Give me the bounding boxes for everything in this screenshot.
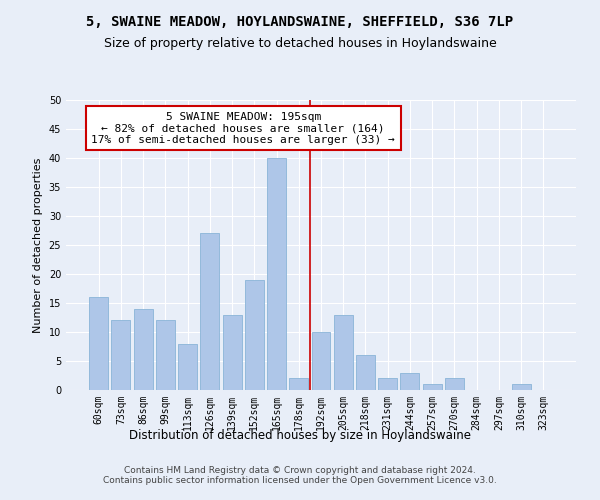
Bar — [223, 314, 242, 390]
Text: Distribution of detached houses by size in Hoylandswaine: Distribution of detached houses by size … — [129, 428, 471, 442]
Bar — [512, 384, 530, 390]
Bar — [178, 344, 197, 390]
Text: 5, SWAINE MEADOW, HOYLANDSWAINE, SHEFFIELD, S36 7LP: 5, SWAINE MEADOW, HOYLANDSWAINE, SHEFFIE… — [86, 15, 514, 29]
Bar — [200, 234, 219, 390]
Bar — [112, 320, 130, 390]
Bar — [245, 280, 264, 390]
Y-axis label: Number of detached properties: Number of detached properties — [33, 158, 43, 332]
Bar — [356, 355, 375, 390]
Text: 5 SWAINE MEADOW: 195sqm
← 82% of detached houses are smaller (164)
17% of semi-d: 5 SWAINE MEADOW: 195sqm ← 82% of detache… — [91, 112, 395, 145]
Bar — [89, 297, 108, 390]
Bar — [400, 372, 419, 390]
Bar — [334, 314, 353, 390]
Bar — [445, 378, 464, 390]
Bar — [378, 378, 397, 390]
Bar — [267, 158, 286, 390]
Bar — [289, 378, 308, 390]
Bar — [423, 384, 442, 390]
Text: Size of property relative to detached houses in Hoylandswaine: Size of property relative to detached ho… — [104, 38, 496, 51]
Bar — [156, 320, 175, 390]
Bar — [134, 309, 152, 390]
Text: Contains HM Land Registry data © Crown copyright and database right 2024.
Contai: Contains HM Land Registry data © Crown c… — [103, 466, 497, 485]
Bar — [311, 332, 331, 390]
